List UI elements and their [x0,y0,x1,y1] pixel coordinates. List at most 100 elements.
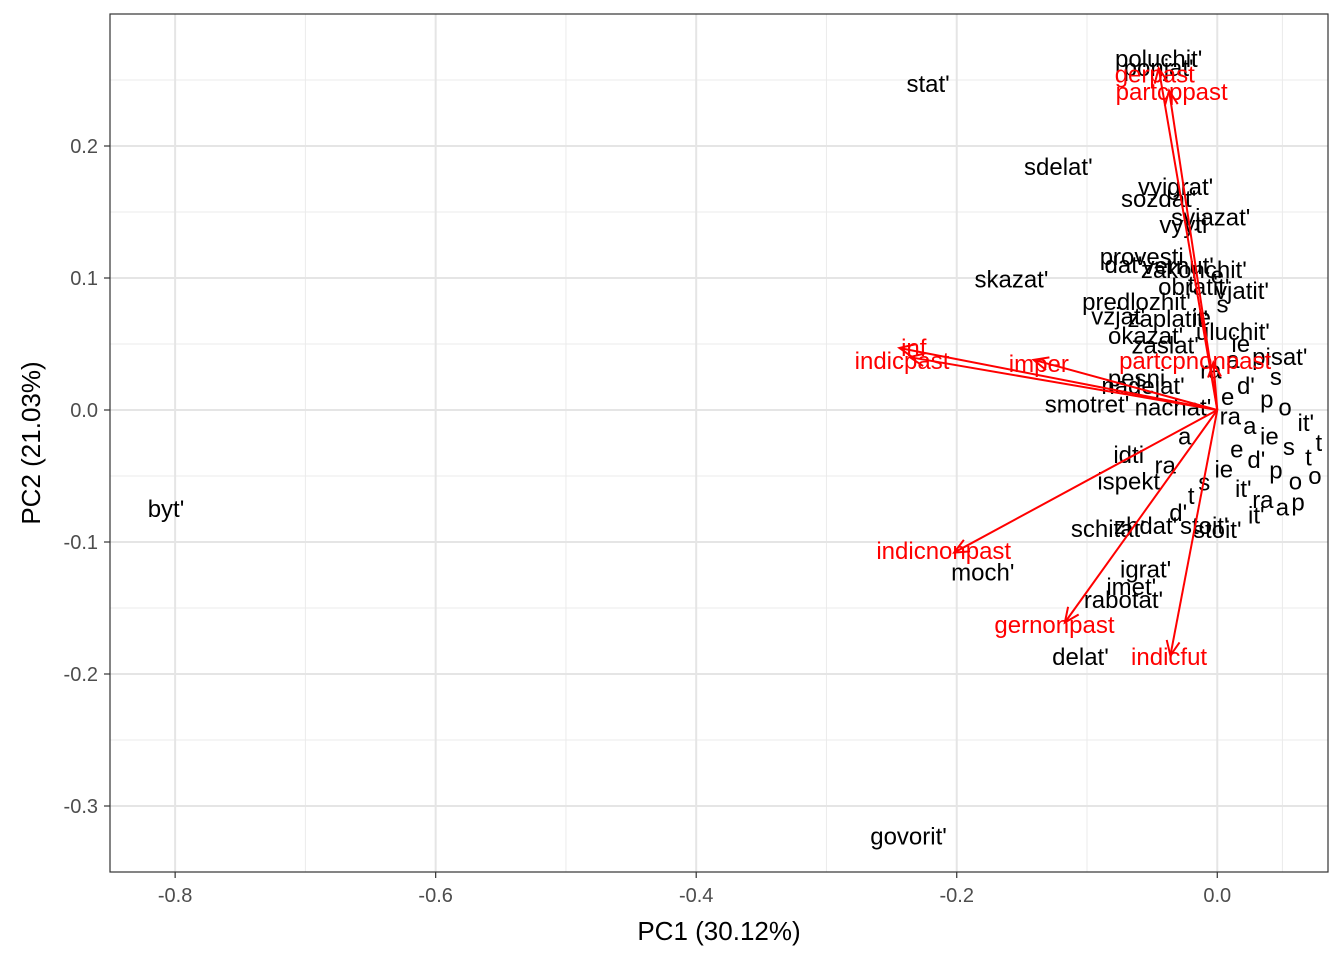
loading-arrowhead-imper [1031,356,1050,371]
word-label: zaplatit' [1127,306,1208,333]
cluster-word-label: ie [1214,456,1233,483]
cluster-word-label: d' [1169,500,1187,527]
cluster-word-label: ra [1154,452,1176,479]
word-label: delat' [1052,644,1109,671]
x-tick-label: -0.8 [158,885,192,907]
y-tick-label: -0.3 [64,796,98,818]
word-label: igrat' [1120,557,1171,584]
cluster-word-label: a [1226,347,1240,374]
cluster-word-label: ie [1231,331,1250,358]
cluster-word-label: p [1260,386,1273,413]
word-label: ispekt [1097,468,1160,495]
loading-arrowhead-indicfut [1165,639,1181,658]
cluster-word-label: a [1276,495,1290,522]
word-label: byt' [148,496,185,523]
loading-label-gerpast: gerpast [1115,62,1195,89]
minor-gridlines [110,14,1328,872]
loading-arrow-indicnonpast [953,409,1218,554]
loading-arrow-imper [1033,358,1218,411]
cluster-word-label: p [1291,489,1304,516]
cluster-word-label: s [1270,364,1282,391]
x-tick-label: 0.0 [1203,885,1231,907]
word-label: rabotat' [1084,587,1163,614]
cluster-word-label: t [1188,272,1195,299]
loading-arrowhead-partcppast [1163,88,1179,107]
loading-arrows [897,65,1222,658]
major-gridlines [110,14,1328,872]
word-label: imet' [1106,574,1156,601]
x-tick-label: -0.4 [679,885,713,907]
x-tick-label: -0.2 [940,885,974,907]
x-tick-label: -0.6 [418,885,452,907]
loading-label-partcppast: partcppast [1116,79,1228,106]
y-tick-label: -0.1 [64,532,98,554]
word-label: pisat' [1252,344,1307,371]
loading-label-indicfut: indicfut [1131,644,1207,671]
loading-arrowhead-inf [897,343,916,358]
word-labels: poluchit'ponjat'stat'sdelat'vyigrat'sozd… [148,46,1308,850]
word-label: provesti [1100,244,1184,271]
word-label: stat' [906,71,949,98]
loading-label-inf: inf [901,335,927,362]
cluster-word-label: it' [1248,503,1265,530]
x-axis-ticks: -0.8 -0.6 -0.4 -0.2 0.0 [158,872,1231,907]
loading-label-imper: imper [1009,351,1069,378]
word-label: uluchit' [1196,319,1270,346]
cluster-word-label: o [1278,394,1291,421]
word-label: skazat' [974,266,1048,293]
word-label: zaslat' [1132,332,1199,359]
cluster-labels: raaiested'poit'raaiested'poit'raaiested'… [1154,262,1322,529]
loading-arrow-partcppast [1168,90,1219,411]
loading-arrowhead-indicpast [907,352,926,367]
panel-border [109,13,1329,873]
word-label: schitat' [1071,516,1145,543]
panel-background [110,14,1328,872]
loading-label-indicnonpast: indicnonpast [876,538,1011,565]
loading-label-indicpast: indicpast [855,348,950,375]
y-tick-label: -0.2 [64,664,98,686]
y-axis-title: PC2 (21.03%) [16,361,46,524]
word-label: vyigrat' [1138,174,1213,201]
cluster-word-label: it' [1235,476,1252,503]
cluster-word-label: s [1283,434,1295,461]
cluster-word-label: p [1269,458,1282,485]
cluster-word-label: t [1316,430,1323,457]
word-label: moch' [951,559,1014,586]
loading-label-gernonpast: gernonpast [994,612,1114,639]
word-label: smotret' [1045,392,1130,419]
cluster-word-label: d' [1237,373,1255,400]
word-label: govorit' [870,823,947,850]
cluster-word-label: a [1243,413,1257,440]
word-label: stoit' [1180,513,1229,540]
cluster-word-label: s [1216,291,1228,318]
x-axis-title: PC1 (30.12%) [637,916,800,946]
loading-label-partcpnonpast: partcpnonpast [1119,348,1271,375]
loading-arrowhead-gerpast [1153,65,1169,84]
loading-arrow-gerpast [1157,67,1219,411]
word-label: vernut' [1143,253,1214,280]
y-axis-ticks: -0.3 -0.2 -0.1 0.0 0.1 0.2 [64,136,110,818]
cluster-word-label: o [1289,468,1302,495]
cluster-word-label: e [1230,437,1243,464]
word-label: vzjat' [1091,303,1145,330]
y-tick-label: 0.2 [70,136,98,158]
word-label: okazat' [1108,323,1183,350]
cluster-word-label: ra [1220,404,1242,431]
word-label: stoit' [1193,517,1242,544]
cluster-word-label: e [1211,262,1224,289]
word-label: vjatit' [1215,278,1269,305]
word-label: zhdat' [1114,513,1177,540]
loading-arrow-gernonpast [1064,409,1219,624]
cluster-word-label: e [1221,384,1234,411]
cluster-word-label: t [1305,445,1312,472]
cluster-word-label: t [1188,483,1195,510]
y-tick-label: 0.1 [70,268,98,290]
loading-arrow-partcpnonpast [1212,362,1219,411]
cluster-word-label: it' [1298,410,1315,437]
loading-arrowhead-gernonpast [1063,606,1080,625]
cluster-word-label: ra [1252,487,1274,514]
word-label: predlozhit' [1082,289,1191,316]
loading-arrow-inf [899,346,1218,411]
